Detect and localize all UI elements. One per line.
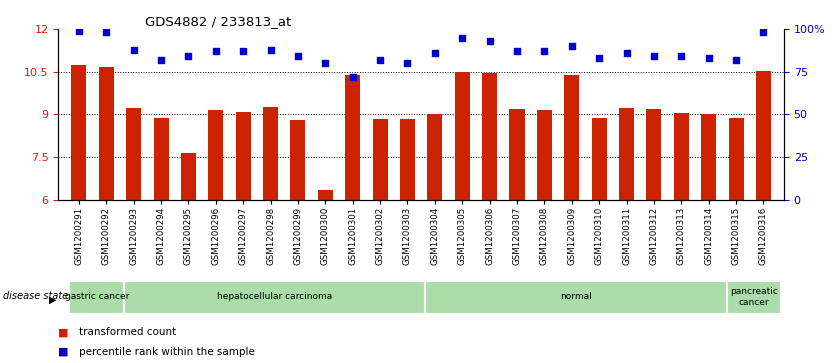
Point	[291, 53, 304, 59]
Bar	[537, 110, 552, 200]
Point	[647, 53, 661, 59]
Point	[510, 48, 524, 54]
Bar	[263, 107, 278, 200]
Point	[73, 28, 86, 34]
Bar	[153, 118, 168, 200]
Bar	[400, 119, 415, 200]
Bar	[565, 75, 580, 200]
Bar	[591, 118, 606, 200]
Text: pancreatic
cancer: pancreatic cancer	[730, 287, 778, 307]
Point	[565, 43, 579, 49]
Point	[756, 29, 770, 35]
Point	[264, 46, 277, 52]
Point	[428, 50, 441, 56]
Bar	[482, 73, 497, 200]
Bar	[756, 71, 771, 200]
Bar	[674, 114, 689, 200]
Bar	[69, 281, 124, 314]
Text: ■: ■	[58, 347, 69, 357]
Bar	[729, 118, 744, 200]
Bar	[72, 65, 87, 200]
Point	[374, 57, 387, 63]
Bar	[455, 72, 470, 200]
Bar	[208, 110, 224, 200]
Bar	[98, 66, 113, 200]
Point	[483, 38, 496, 44]
Bar	[726, 281, 781, 314]
Bar	[126, 108, 141, 200]
Point	[346, 74, 359, 80]
Point	[237, 48, 250, 54]
Point	[620, 50, 633, 56]
Bar	[345, 74, 360, 200]
Bar	[236, 111, 251, 200]
Point	[538, 48, 551, 54]
Bar	[646, 109, 661, 200]
Point	[319, 60, 332, 66]
Bar	[181, 153, 196, 200]
Bar	[318, 190, 333, 200]
Text: transformed count: transformed count	[79, 327, 177, 337]
Bar	[427, 114, 442, 200]
Bar	[124, 281, 425, 314]
Text: percentile rank within the sample: percentile rank within the sample	[79, 347, 255, 357]
Point	[592, 55, 605, 61]
Text: disease state: disease state	[3, 291, 68, 301]
Point	[401, 60, 414, 66]
Bar	[701, 114, 716, 200]
Point	[182, 53, 195, 59]
Text: normal: normal	[560, 293, 592, 301]
Point	[702, 55, 716, 61]
Text: gastric cancer: gastric cancer	[65, 293, 129, 301]
Bar	[373, 119, 388, 200]
Text: ■: ■	[58, 327, 69, 337]
Point	[209, 48, 223, 54]
Point	[154, 57, 168, 63]
Bar	[425, 281, 726, 314]
Bar	[290, 120, 305, 200]
Bar	[619, 108, 634, 200]
Text: ▶: ▶	[49, 294, 56, 305]
Point	[730, 57, 743, 63]
Text: GDS4882 / 233813_at: GDS4882 / 233813_at	[145, 15, 292, 28]
Point	[455, 34, 469, 40]
Text: hepatocellular carcinoma: hepatocellular carcinoma	[217, 293, 333, 301]
Point	[675, 53, 688, 59]
Point	[127, 46, 140, 52]
Point	[99, 29, 113, 35]
Bar	[510, 109, 525, 200]
